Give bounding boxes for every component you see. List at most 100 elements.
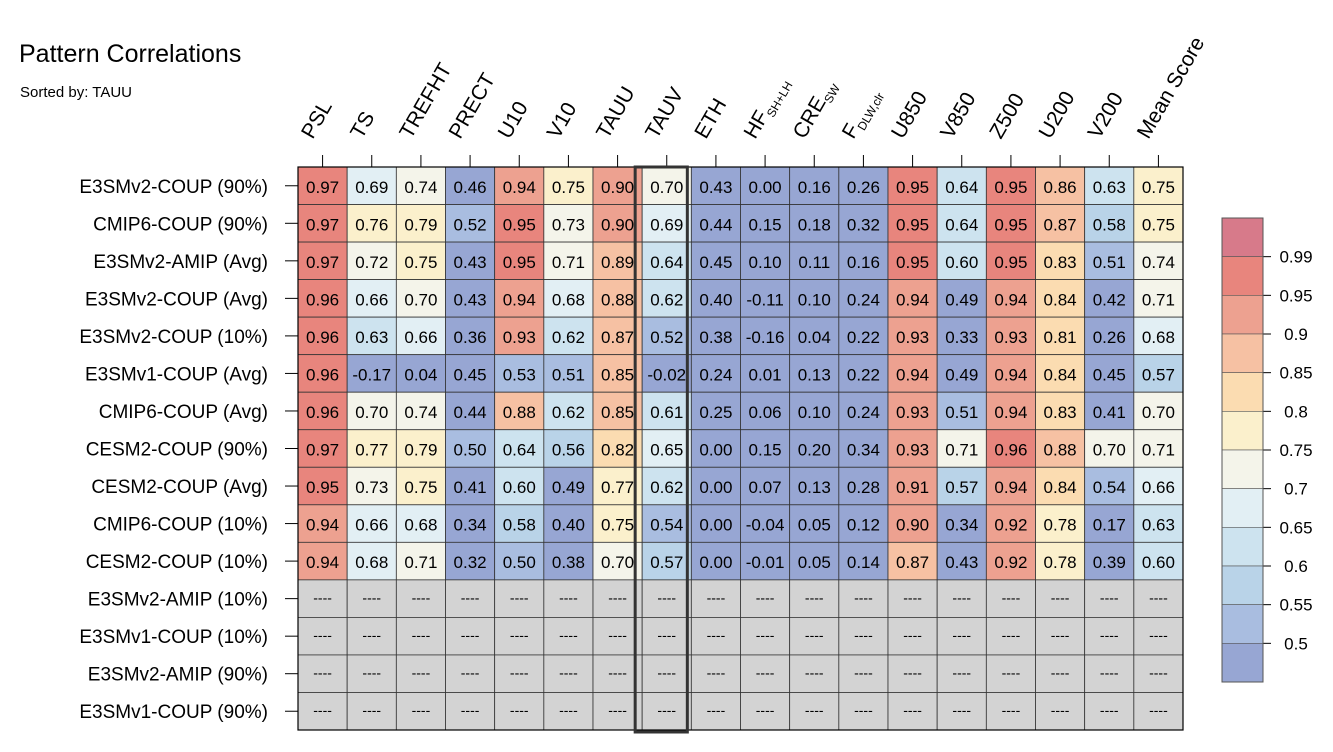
cell-value: 0.90 bbox=[896, 516, 929, 535]
cell-value: ---- bbox=[756, 590, 775, 606]
cell-value: 0.24 bbox=[847, 290, 880, 309]
heatmap-cell bbox=[1084, 316, 1135, 356]
cell-value: 0.26 bbox=[1093, 328, 1126, 347]
cell-value: 0.94 bbox=[994, 365, 1027, 384]
heatmap-cell bbox=[346, 316, 397, 356]
cell-value: ---- bbox=[657, 627, 676, 643]
heatmap-cell bbox=[395, 316, 446, 356]
cell-value: ---- bbox=[1051, 702, 1070, 718]
row-label: E3SMv2-AMIP (Avg) bbox=[93, 252, 268, 273]
heatmap-cell bbox=[494, 504, 545, 543]
cell-value: 0.95 bbox=[994, 215, 1027, 234]
colorbar bbox=[1221, 217, 1264, 683]
colorbar-segment bbox=[1221, 449, 1264, 489]
cell-value: ---- bbox=[854, 665, 873, 681]
heatmap-cell bbox=[543, 579, 594, 618]
colorbar-segment bbox=[1221, 217, 1264, 257]
cell-value: ---- bbox=[657, 702, 676, 718]
heatmap-cell bbox=[395, 429, 446, 468]
cell-value: 0.04 bbox=[798, 328, 831, 347]
cell-value: ---- bbox=[362, 590, 381, 606]
heatmap-cell bbox=[543, 692, 594, 731]
cell-value: 0.05 bbox=[798, 516, 831, 535]
cell-value: 0.20 bbox=[798, 441, 831, 460]
cell-value: 0.53 bbox=[503, 365, 536, 384]
heatmap-cell bbox=[740, 316, 791, 356]
cell-value: ---- bbox=[461, 702, 480, 718]
heatmap-cell bbox=[641, 579, 692, 618]
cell-value: 0.28 bbox=[847, 478, 880, 497]
heatmap-cell bbox=[690, 204, 741, 243]
heatmap-cell bbox=[740, 391, 791, 431]
cell-value: ---- bbox=[608, 590, 627, 606]
cell-value: 0.74 bbox=[404, 403, 437, 422]
cell-value: ---- bbox=[1002, 627, 1021, 643]
cell-value: 0.76 bbox=[355, 215, 388, 234]
heatmap-cell bbox=[985, 504, 1036, 543]
cell-value: ---- bbox=[313, 627, 332, 643]
cell-value: 0.96 bbox=[306, 328, 339, 347]
cell-value: 0.34 bbox=[454, 516, 487, 535]
cell-value: ---- bbox=[952, 665, 971, 681]
cell-value: 0.13 bbox=[798, 365, 831, 384]
cell-value: 0.60 bbox=[945, 253, 978, 272]
heatmap-cell bbox=[395, 617, 446, 656]
column-label: CRESW bbox=[789, 75, 844, 144]
heatmap-cell bbox=[494, 466, 545, 506]
heatmap-cells bbox=[297, 166, 1184, 731]
cell-value: 0.15 bbox=[749, 215, 782, 234]
heatmap-cell bbox=[740, 466, 791, 506]
cell-value: 0.83 bbox=[1044, 403, 1077, 422]
heatmap-cell bbox=[1133, 279, 1184, 318]
cell-value: 0.94 bbox=[994, 290, 1027, 309]
cell-value: 0.46 bbox=[454, 178, 487, 197]
heatmap-cell bbox=[740, 692, 791, 731]
cell-value: 0.78 bbox=[1044, 516, 1077, 535]
heatmap-cell bbox=[740, 204, 791, 243]
heatmap-cell bbox=[740, 654, 791, 693]
heatmap-cell bbox=[690, 354, 741, 393]
cell-value: 0.62 bbox=[552, 328, 585, 347]
cell-value: 0.95 bbox=[503, 215, 536, 234]
heatmap-cell bbox=[641, 391, 692, 431]
cell-value: 0.96 bbox=[306, 290, 339, 309]
cell-value: ---- bbox=[1100, 590, 1119, 606]
cell-value: 0.71 bbox=[945, 441, 978, 460]
cell-value: ---- bbox=[854, 702, 873, 718]
heatmap-cell bbox=[838, 654, 889, 693]
cell-value: ---- bbox=[461, 665, 480, 681]
column-label: U200 bbox=[1034, 88, 1079, 143]
colorbar-segment bbox=[1221, 411, 1264, 451]
heatmap-cell bbox=[346, 654, 397, 693]
cell-value: 0.58 bbox=[1093, 215, 1126, 234]
cell-value: ---- bbox=[412, 665, 431, 681]
cell-value: 0.88 bbox=[1044, 441, 1077, 460]
heatmap-cell bbox=[936, 617, 987, 656]
cell-value: 0.51 bbox=[1093, 253, 1126, 272]
cell-value: 0.84 bbox=[1044, 290, 1077, 309]
cell-value: 0.94 bbox=[503, 290, 536, 309]
cell-value: 0.93 bbox=[896, 441, 929, 460]
cell-value: 0.97 bbox=[306, 215, 339, 234]
heatmap-cell bbox=[543, 654, 594, 693]
colorbar-label: 0.99 bbox=[1279, 248, 1312, 267]
cell-value: 0.66 bbox=[355, 516, 388, 535]
cell-value: 0.50 bbox=[503, 553, 536, 572]
heatmap-cell bbox=[346, 391, 397, 431]
cell-value: 0.60 bbox=[1142, 553, 1175, 572]
cell-value: ---- bbox=[1149, 665, 1168, 681]
cell-value: 0.95 bbox=[994, 178, 1027, 197]
cell-value: 0.38 bbox=[699, 328, 732, 347]
cell-value: 0.63 bbox=[1093, 178, 1126, 197]
cell-value: 0.94 bbox=[503, 178, 536, 197]
colorbar-segment bbox=[1221, 333, 1264, 373]
column-label: TAUV bbox=[641, 84, 688, 143]
cell-value: ---- bbox=[510, 665, 529, 681]
cell-value: 0.52 bbox=[650, 328, 683, 347]
heatmap-cell bbox=[1035, 204, 1086, 243]
colorbar-segment bbox=[1221, 643, 1264, 683]
cell-value: 0.70 bbox=[355, 403, 388, 422]
heatmap-cell bbox=[740, 241, 791, 280]
cell-value: 0.00 bbox=[749, 178, 782, 197]
cell-value: ---- bbox=[362, 702, 381, 718]
